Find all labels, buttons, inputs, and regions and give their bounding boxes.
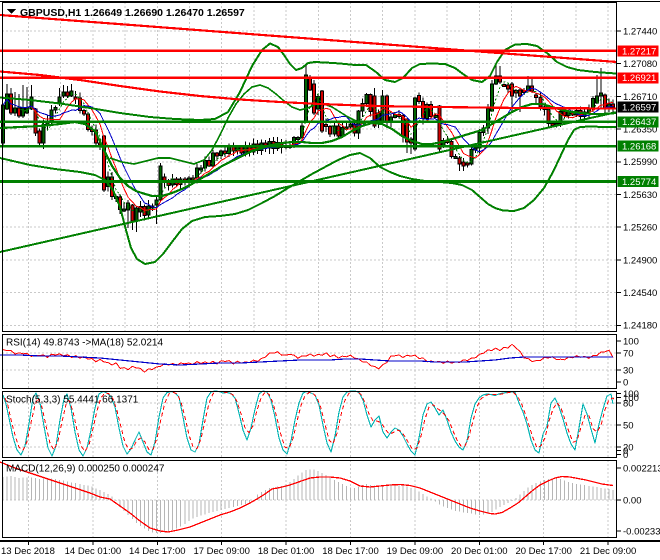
svg-text:19 Dec 09:00: 19 Dec 09:00 (387, 546, 444, 557)
svg-text:13 Dec 2018: 13 Dec 2018 (1, 546, 55, 557)
svg-text:20: 20 (623, 442, 634, 453)
svg-text:1.24540: 1.24540 (623, 288, 657, 299)
svg-text:GBPUSD,H1 1.26649 1.26690 1.2: GBPUSD,H1 1.26649 1.26690 1.26470 1.2659… (20, 7, 245, 19)
svg-text:30: 30 (623, 365, 634, 376)
svg-text:0: 0 (623, 446, 628, 457)
svg-text:1.24900: 1.24900 (623, 255, 657, 266)
svg-text:50: 50 (623, 420, 634, 431)
svg-text:0.00: 0.00 (623, 495, 642, 506)
svg-text:100: 100 (623, 336, 639, 347)
svg-text:1.26921: 1.26921 (622, 73, 656, 84)
svg-text:1.25990: 1.25990 (623, 157, 657, 168)
svg-text:70: 70 (623, 348, 634, 359)
svg-text:Stoch(5,3,3) 55.4441 66.1371: Stoch(5,3,3) 55.4441 66.1371 (6, 395, 139, 406)
svg-text:0: 0 (623, 450, 628, 461)
svg-text:1.25774: 1.25774 (622, 177, 656, 188)
svg-text:21 Dec 09:00: 21 Dec 09:00 (580, 546, 637, 557)
svg-text:80: 80 (623, 398, 634, 409)
svg-text:1.26168: 1.26168 (622, 142, 656, 153)
svg-text:1.25260: 1.25260 (623, 223, 657, 234)
svg-text:14 Dec 17:00: 14 Dec 17:00 (129, 546, 186, 557)
svg-text:100: 100 (623, 393, 639, 404)
svg-text:0: 0 (623, 377, 628, 388)
svg-text:1.26597: 1.26597 (622, 102, 656, 113)
svg-text:18 Dec 17:00: 18 Dec 17:00 (322, 546, 379, 557)
svg-text:14 Dec 01:00: 14 Dec 01:00 (65, 546, 122, 557)
svg-text:0.002213: 0.002213 (623, 463, 660, 474)
svg-text:1.26350: 1.26350 (623, 125, 657, 136)
svg-text:100: 100 (623, 389, 639, 400)
svg-text:20 Dec 17:00: 20 Dec 17:00 (515, 546, 572, 557)
svg-text:1.27080: 1.27080 (623, 59, 657, 70)
svg-text:1.27440: 1.27440 (623, 26, 657, 37)
svg-text:1.26437: 1.26437 (622, 117, 656, 128)
svg-text:17 Dec 09:00: 17 Dec 09:00 (193, 546, 250, 557)
svg-text:MACD(12,26,9) 0.000250 0.00024: MACD(12,26,9) 0.000250 0.000247 (6, 464, 165, 475)
svg-text:1.25630: 1.25630 (623, 190, 657, 201)
svg-text:1.26710: 1.26710 (623, 92, 657, 103)
svg-text:1.24180: 1.24180 (623, 321, 657, 332)
svg-text:1.27217: 1.27217 (622, 46, 656, 57)
svg-text:RSI(14) 49.8743 ->MA(18) 52.0: RSI(14) 49.8743 ->MA(18) 52.0214 (6, 338, 163, 349)
svg-text:18 Dec 01:00: 18 Dec 01:00 (258, 546, 315, 557)
svg-text:20 Dec 01:00: 20 Dec 01:00 (451, 546, 508, 557)
